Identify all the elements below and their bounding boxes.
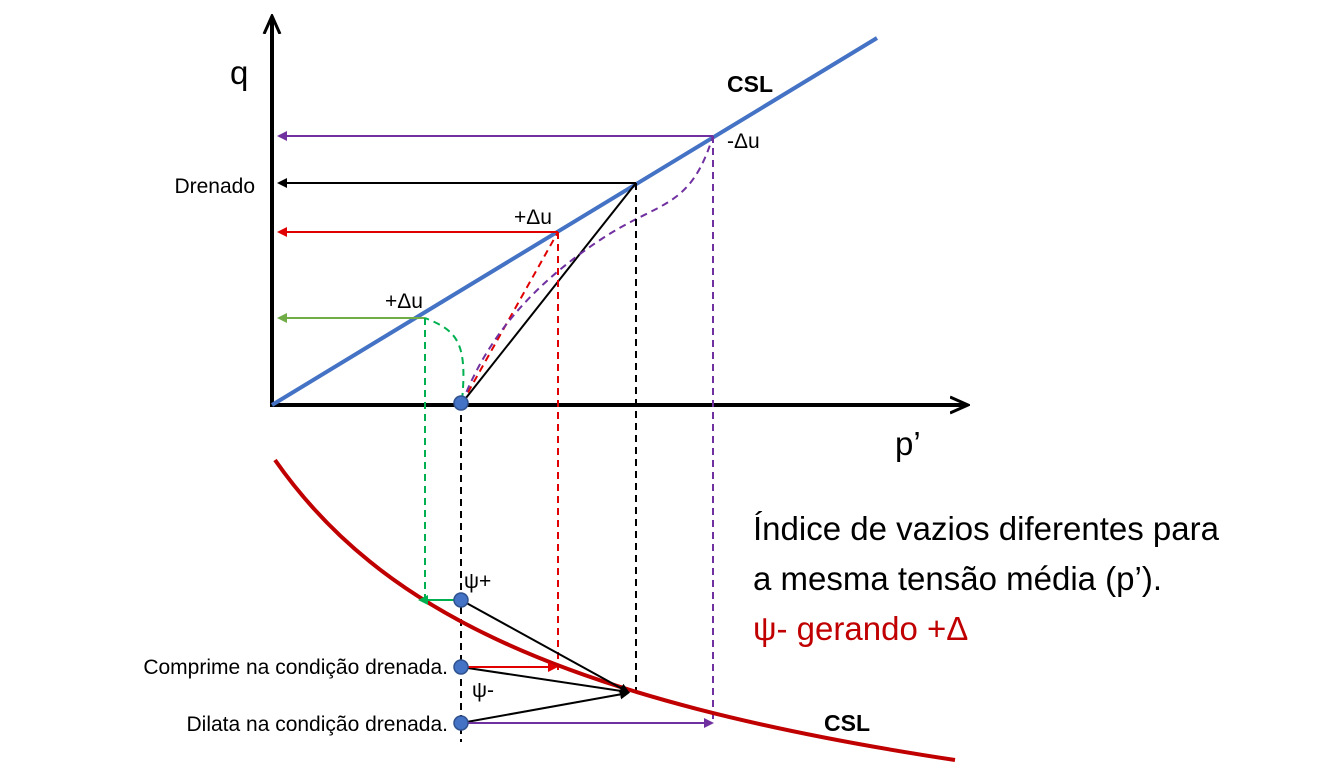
state-point bbox=[453, 659, 469, 675]
csl-line bbox=[270, 36, 879, 407]
annotation: +Δu bbox=[385, 290, 423, 313]
annotation: Dilata na condição drenada. bbox=[186, 713, 448, 736]
csl-label: CSL bbox=[727, 71, 773, 97]
state-point bbox=[453, 592, 469, 608]
csl-curve bbox=[273, 458, 956, 762]
annotation: ψ- bbox=[472, 679, 494, 702]
annotation: Comprime na condição drenada. bbox=[143, 656, 448, 679]
annotation: ψ+ bbox=[464, 570, 491, 593]
annotation: +Δu bbox=[514, 206, 552, 229]
text-line: ψ- gerando +Δ bbox=[753, 610, 968, 647]
x-axis-label: p’ bbox=[895, 425, 921, 462]
state-point bbox=[453, 715, 469, 731]
y-axis-label: q bbox=[230, 54, 248, 91]
arrow bbox=[460, 666, 630, 696]
undrained-path bbox=[461, 135, 714, 404]
state-point bbox=[453, 395, 469, 411]
arrow bbox=[460, 689, 630, 724]
text-line: a mesma tensão média (p’). bbox=[753, 560, 1162, 597]
drained-path bbox=[461, 182, 637, 404]
arrow bbox=[460, 599, 630, 693]
graphics bbox=[270, 18, 966, 762]
undrained-path bbox=[424, 317, 465, 401]
undrained-path bbox=[461, 231, 559, 404]
annotation: Drenado bbox=[174, 175, 255, 198]
csl-label: CSL bbox=[824, 710, 870, 736]
text-line: Índice de vazios diferentes para bbox=[753, 510, 1220, 547]
annotation: -Δu bbox=[727, 130, 760, 153]
